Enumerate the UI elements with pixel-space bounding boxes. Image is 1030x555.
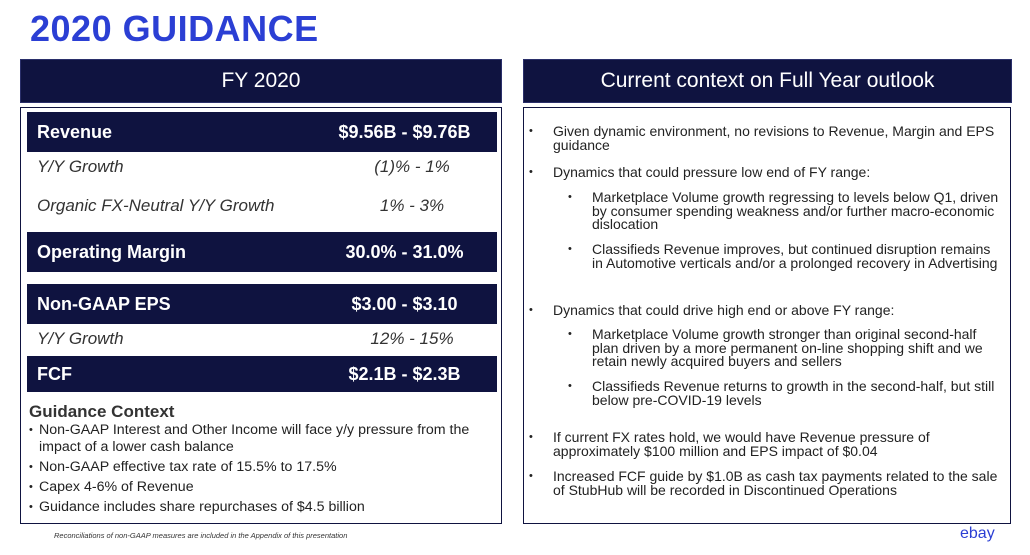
row-value: 12% - 15%	[370, 329, 454, 348]
bullet: •	[529, 125, 533, 137]
bullet: •	[529, 470, 533, 482]
list-item: • Increased FCF guide by $1.0B as cash t…	[529, 468, 1003, 498]
bullet: •	[529, 304, 533, 316]
list-item-text: Classifieds Revenue improves, but contin…	[592, 241, 998, 271]
row-label: Non-GAAP EPS	[37, 293, 171, 314]
list-item: • Dynamics that could drive high end or …	[529, 302, 1003, 318]
list-item-text: Increased FCF guide by $1.0B as cash tax…	[553, 468, 998, 498]
list-item-text: If current FX rates hold, we would have …	[553, 429, 930, 459]
eps-growth-row: Y/Y Growth 12% - 15%	[27, 325, 497, 353]
list-item: • If current FX rates hold, we would hav…	[529, 429, 1003, 459]
outlook-header: Current context on Full Year outlook	[523, 59, 1012, 103]
row-label: Operating Margin	[37, 241, 187, 262]
list-item: Capex 4-6% of Revenue	[29, 479, 489, 496]
bullet: •	[568, 380, 572, 392]
row-label: FCF	[37, 363, 72, 384]
yy-growth-row: Y/Y Growth (1)% - 1%	[27, 153, 497, 181]
row-value: 1% - 3%	[379, 196, 445, 215]
row-value: $3.00 - $3.10	[351, 293, 458, 314]
list-item: Non-GAAP effective tax rate of 15.5% to …	[29, 459, 489, 476]
bullet: •	[568, 328, 572, 340]
list-item: Non-GAAP Interest and Other Income will …	[29, 422, 489, 456]
operating-margin-row: Operating Margin 30.0% - 31.0%	[27, 232, 497, 272]
row-value: (1)% - 1%	[374, 157, 450, 176]
eps-row: Non-GAAP EPS $3.00 - $3.10	[27, 284, 497, 324]
list-item: • Dynamics that could pressure low end o…	[529, 164, 1003, 180]
row-value: 30.0% - 31.0%	[345, 241, 464, 262]
bullet: •	[568, 191, 572, 203]
bullet: •	[529, 431, 533, 443]
fcf-row: FCF $2.1B - $2.3B	[27, 356, 497, 392]
list-item: Guidance includes share repurchases of $…	[29, 499, 489, 516]
fy2020-header: FY 2020	[20, 59, 502, 103]
row-value: $2.1B - $2.3B	[348, 363, 461, 384]
list-item-text: Dynamics that could pressure low end of …	[553, 164, 871, 180]
organic-growth-row: Organic FX-Neutral Y/Y Growth 1% - 3%	[27, 192, 497, 220]
row-value: $9.56B - $9.76B	[338, 121, 471, 142]
row-label: Organic FX-Neutral Y/Y Growth	[37, 196, 275, 215]
guidance-context-list: Non-GAAP Interest and Other Income will …	[29, 422, 489, 519]
list-item-text: Given dynamic environment, no revisions …	[553, 123, 995, 153]
list-item-text: Marketplace Volume growth regressing to …	[592, 189, 999, 232]
list-item-text: Marketplace Volume growth stronger than …	[592, 326, 983, 369]
row-label: Revenue	[37, 121, 113, 142]
fy2020-header-label: FY 2020	[221, 69, 301, 92]
sub-list-item: • Classifieds Revenue returns to growth …	[568, 378, 1002, 408]
guidance-context-title: Guidance Context	[29, 402, 175, 421]
list-item-text: Dynamics that could drive high end or ab…	[553, 302, 895, 318]
page-title: 2020 GUIDANCE	[30, 8, 319, 49]
outlook-header-label: Current context on Full Year outlook	[600, 69, 935, 92]
sub-list-item: • Marketplace Volume growth stronger tha…	[568, 326, 1002, 369]
revenue-row: Revenue $9.56B - $9.76B	[27, 112, 497, 152]
list-item-text: Classifieds Revenue returns to growth in…	[592, 378, 995, 408]
list-item: • Given dynamic environment, no revision…	[529, 123, 1003, 153]
row-label: Y/Y Growth	[37, 329, 124, 348]
outlook-panel	[523, 107, 1011, 524]
row-label: Y/Y Growth	[37, 157, 124, 176]
sub-list-item: • Marketplace Volume growth regressing t…	[568, 189, 1002, 232]
bullet: •	[568, 243, 572, 255]
sub-list-item: • Classifieds Revenue improves, but cont…	[568, 241, 1002, 271]
ebay-logo: ebay	[960, 525, 995, 542]
bullet: •	[529, 166, 533, 178]
footnote: Reconciliations of non-GAAP measures are…	[54, 531, 348, 540]
